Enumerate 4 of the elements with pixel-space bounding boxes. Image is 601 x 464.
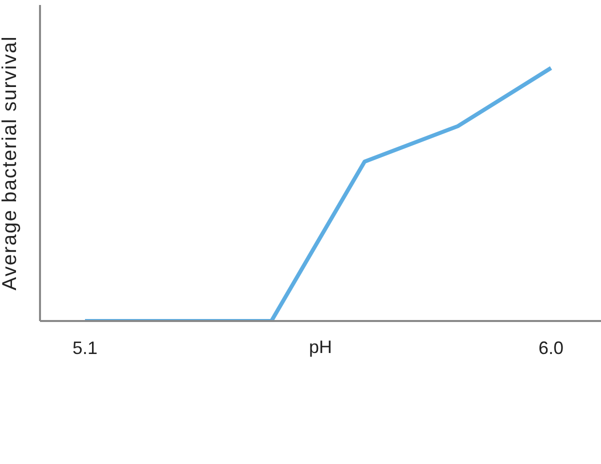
x-tick-label: 6.0 xyxy=(538,338,564,358)
x-axis-title: pH xyxy=(308,336,332,357)
y-axis-title: Average bacterial survival xyxy=(0,36,22,290)
x-tick-label: 5.1 xyxy=(72,338,98,358)
